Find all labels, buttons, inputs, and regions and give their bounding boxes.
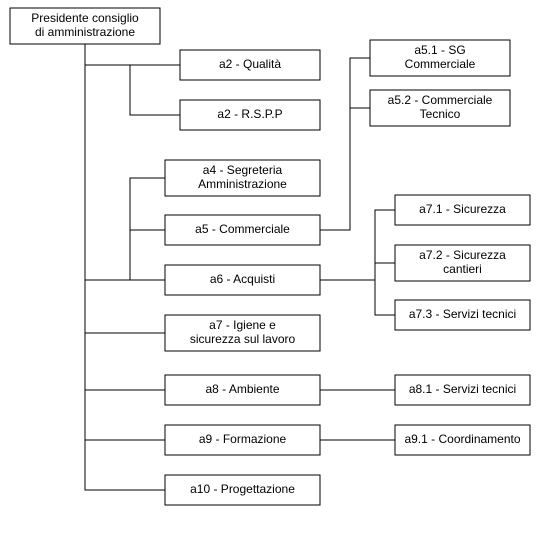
node-a71: a7.1 - Sicurezza <box>395 195 530 225</box>
node-label: Tecnico <box>420 107 461 121</box>
node-label: a9.1 - Coordinamento <box>404 432 520 446</box>
node-a81: a8.1 - Servizi tecnici <box>395 375 530 405</box>
node-a8: a8 - Ambiente <box>165 375 320 405</box>
node-a7: a7 - Igiene esicurezza sul lavoro <box>165 315 320 351</box>
node-label: Amministrazione <box>198 177 287 191</box>
node-a5: a5 - Commerciale <box>165 215 320 245</box>
node-a72: a7.2 - Sicurezzacantieri <box>395 245 530 281</box>
node-label: sicurezza sul lavoro <box>190 332 296 346</box>
node-label: a7.1 - Sicurezza <box>419 202 506 216</box>
node-label: a6 - Acquisti <box>210 272 275 286</box>
node-label: a8 - Ambiente <box>205 382 279 396</box>
node-label: di amministrazione <box>35 25 135 39</box>
node-label: a7 - Igiene e <box>209 318 276 332</box>
org-chart: Presidente consigliodi amministrazione a2… <box>0 0 542 549</box>
node-label: a2 - R.S.P.P <box>217 107 282 121</box>
node-a51: a5.1 - SGCommerciale <box>370 40 510 76</box>
node-label: a5.1 - SG <box>414 43 465 57</box>
node-label: a5.2 - Commerciale <box>388 93 493 107</box>
node-a52: a5.2 - CommercialeTecnico <box>370 90 510 126</box>
node-label: a7.3 - Servizi tecnici <box>409 307 516 321</box>
node-label: a5 - Commerciale <box>195 222 290 236</box>
node-a4: a4 - SegreteriaAmministrazione <box>165 160 320 196</box>
node-a6: a6 - Acquisti <box>165 265 320 295</box>
node-label: a10 - Progettazione <box>190 482 295 496</box>
node-label: a7.2 - Sicurezza <box>419 248 506 262</box>
node-label: a9 - Formazione <box>199 432 287 446</box>
node-label: a4 - Segreteria <box>203 163 283 177</box>
node-label: Commerciale <box>405 57 476 71</box>
node-label: Presidente consiglio <box>31 11 139 25</box>
node-label: a8.1 - Servizi tecnici <box>409 382 516 396</box>
node-a91: a9.1 - Coordinamento <box>395 425 530 455</box>
node-a2q: a2 - Qualità <box>180 50 320 80</box>
node-a9: a9 - Formazione <box>165 425 320 455</box>
node-root: Presidente consigliodi amministrazione <box>10 8 160 44</box>
node-label: a2 - Qualità <box>219 57 281 71</box>
node-a73: a7.3 - Servizi tecnici <box>395 300 530 330</box>
node-a10: a10 - Progettazione <box>165 475 320 505</box>
node-a2r: a2 - R.S.P.P <box>180 100 320 130</box>
node-label: cantieri <box>443 262 482 276</box>
